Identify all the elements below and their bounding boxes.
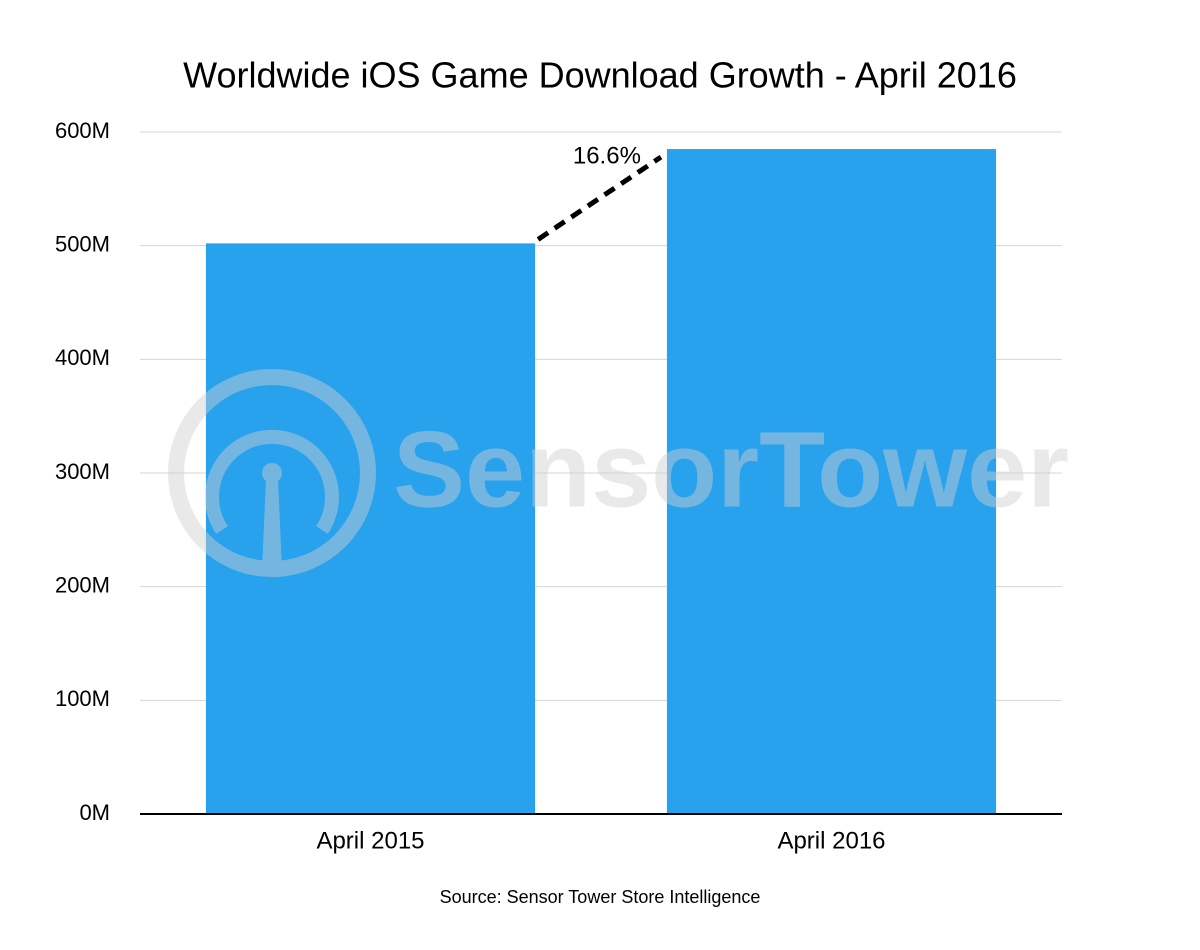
growth-label: 16.6% [573,142,641,169]
x-tick-label: April 2015 [316,827,424,854]
y-tick-label: 0M [79,800,110,825]
y-tick-label: 300M [55,459,110,484]
source-note: Source: Sensor Tower Store Intelligence [440,887,761,907]
watermark-logo-ring [168,369,376,577]
watermark: SensorTower [168,369,1069,577]
y-tick-label: 600M [55,118,110,143]
y-tick-label: 400M [55,345,110,370]
x-tick-label: April 2016 [777,827,885,854]
y-tick-label: 200M [55,572,110,597]
watermark-logo-stem [262,480,282,570]
y-tick-label: 500M [55,231,110,256]
watermark-text: SensorTower [393,409,1069,530]
bar [666,149,997,815]
bar [205,243,536,815]
growth-connector [536,154,663,242]
y-tick-label: 100M [55,686,110,711]
watermark-logo-dot [262,463,282,483]
watermark-logo-arc [205,429,339,534]
chart-title: Worldwide iOS Game Download Growth - Apr… [183,55,1017,96]
